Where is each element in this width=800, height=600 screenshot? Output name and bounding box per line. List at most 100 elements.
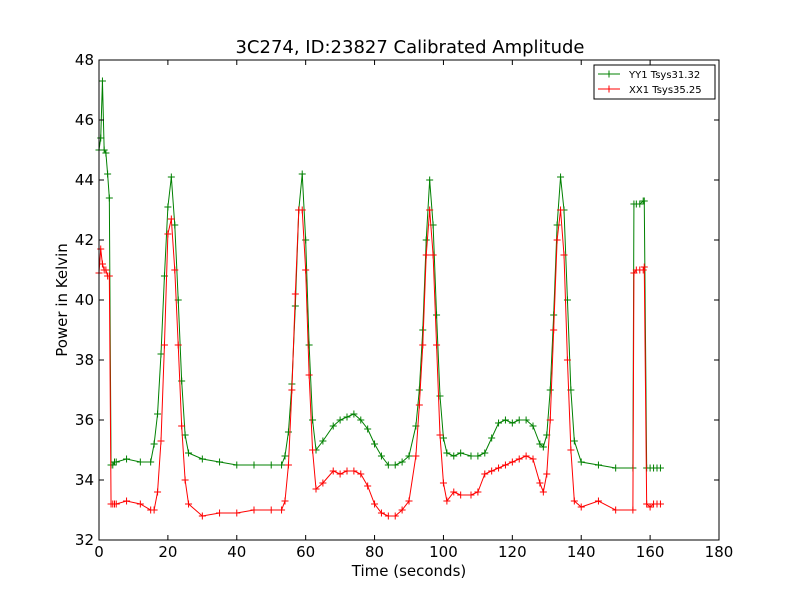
data-point [529, 422, 537, 430]
data-point [284, 428, 292, 436]
data-point [412, 452, 420, 460]
x-tick-label: 80 [365, 543, 384, 561]
data-point [147, 458, 155, 466]
data-point [302, 266, 310, 274]
data-point [157, 350, 165, 358]
data-point [329, 422, 337, 430]
data-point [302, 236, 310, 244]
data-point [439, 479, 447, 487]
data-point [350, 467, 358, 475]
data-point [640, 197, 648, 205]
data-point [474, 488, 482, 496]
data-point [467, 491, 475, 499]
data-point [154, 410, 162, 418]
data-point [567, 446, 575, 454]
data-point [284, 461, 292, 469]
data-point [543, 470, 551, 478]
data-point [481, 470, 489, 478]
data-point [384, 461, 392, 469]
data-point [563, 356, 571, 364]
y-axis-label: Power in Kelvin [53, 243, 71, 357]
data-point [433, 341, 441, 349]
data-point [298, 170, 306, 178]
series-0 [95, 77, 664, 472]
y-tick-label: 46 [75, 111, 94, 129]
x-axis-label: Time (seconds) [351, 562, 467, 580]
legend-label: XX1 Tsys35.25 [629, 85, 702, 96]
data-point [405, 452, 413, 460]
data-point [305, 371, 313, 379]
data-point [457, 449, 465, 457]
y-tick-label: 36 [75, 411, 94, 429]
legend-marker [605, 70, 613, 78]
data-point [216, 458, 224, 466]
data-point [267, 506, 275, 514]
data-point [550, 326, 558, 334]
data-point [426, 206, 434, 214]
legend-label: YY1 Tsys31.32 [628, 70, 700, 81]
data-point [164, 203, 172, 211]
data-point [415, 401, 423, 409]
data-point [309, 446, 317, 454]
data-point [181, 431, 189, 439]
data-point [443, 449, 451, 457]
data-point [398, 458, 406, 466]
data-point [160, 341, 168, 349]
data-point [291, 290, 299, 298]
data-point [450, 452, 458, 460]
data-point [539, 488, 547, 496]
data-point [233, 461, 241, 469]
data-point [539, 443, 547, 451]
data-point [419, 341, 427, 349]
data-point [457, 491, 465, 499]
data-point [612, 506, 620, 514]
data-point [298, 206, 306, 214]
data-point [364, 425, 372, 433]
data-point [281, 497, 289, 505]
data-point [233, 509, 241, 517]
y-tick-label: 38 [75, 351, 94, 369]
data-point [439, 434, 447, 442]
data-point [481, 449, 489, 457]
data-point [557, 206, 565, 214]
data-point [474, 452, 482, 460]
data-point [522, 416, 530, 424]
data-point [570, 497, 578, 505]
data-point [136, 458, 144, 466]
data-point [501, 416, 509, 424]
data-point [154, 488, 162, 496]
data-point [198, 455, 206, 463]
data-point [515, 455, 523, 463]
data-point [167, 173, 175, 181]
data-point [553, 221, 561, 229]
x-tick-label: 120 [498, 543, 527, 561]
data-point [102, 149, 110, 157]
data-point [167, 215, 175, 223]
data-point [181, 476, 189, 484]
x-tick-label: 0 [94, 543, 104, 561]
data-point [536, 440, 544, 448]
y-tick-label: 42 [75, 231, 94, 249]
data-point [495, 419, 503, 427]
data-point [436, 431, 444, 439]
chart-title: 3C274, ID:23827 Calibrated Amplitude [235, 37, 584, 58]
data-point [278, 506, 286, 514]
data-point [123, 455, 131, 463]
data-point [415, 386, 423, 394]
x-tick-label: 40 [227, 543, 246, 561]
data-point [305, 341, 313, 349]
data-point [429, 251, 437, 259]
data-point [639, 266, 647, 274]
data-point [288, 386, 296, 394]
data-point [102, 266, 110, 274]
data-point [98, 77, 106, 85]
x-tick-label: 160 [636, 543, 665, 561]
data-point [336, 416, 344, 424]
data-point [391, 512, 399, 520]
data-point [185, 500, 193, 508]
data-point [105, 272, 113, 280]
data-point [488, 434, 496, 442]
data-point [357, 470, 365, 478]
data-point [536, 479, 544, 487]
